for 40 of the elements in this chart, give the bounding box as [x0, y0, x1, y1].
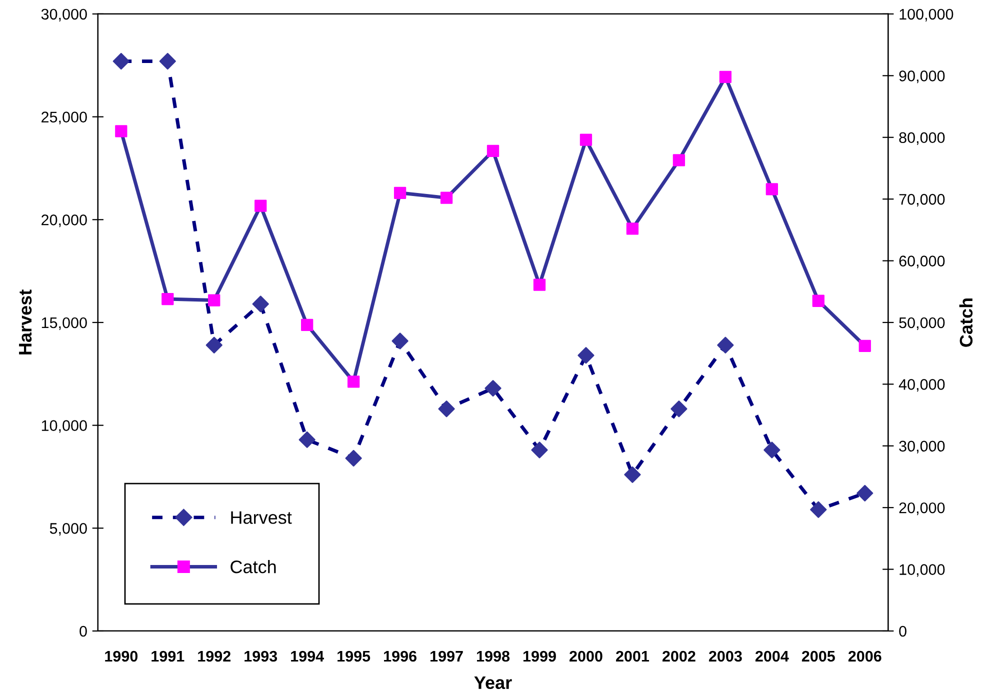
y2-tick-label: 10,000 [900, 564, 945, 577]
y2-tick-label: 100,000 [900, 8, 954, 22]
y-tick-label: 5,000 [50, 523, 87, 536]
x-tick-label: 1997 [430, 650, 463, 662]
y2-tick-label: 20,000 [899, 502, 945, 516]
x-tick-label: 1991 [152, 650, 184, 662]
legend-label: Harvest [231, 511, 292, 524]
legend-label: Catch [230, 560, 276, 574]
x-tick-label: 2002 [662, 650, 696, 662]
y2-tick-label: 80,000 [899, 132, 945, 145]
y-tick-label: 30,000 [41, 8, 87, 22]
y2-axis-title: Catch [959, 298, 973, 347]
y2-tick-label: 50,000 [899, 317, 945, 330]
x-tick-label: 1994 [291, 650, 324, 662]
y-axis-title: Harvest [19, 290, 32, 354]
x-tick-label: 2000 [570, 650, 602, 662]
x-tick-label: 2001 [616, 650, 650, 662]
y2-tick-label: 30,000 [899, 440, 945, 454]
y-tick-label: 20,000 [42, 214, 87, 228]
x-tick-label: 1992 [198, 650, 230, 662]
y-tick-label: 0 [80, 626, 87, 637]
y2-tick-label: 90,000 [899, 70, 945, 84]
x-tick-label: 1990 [105, 650, 138, 662]
x-tick-label: 1998 [476, 650, 510, 662]
x-tick-label: 2005 [802, 650, 835, 662]
x-axis-title: Year [474, 676, 512, 690]
x-tick-label: 1996 [384, 650, 416, 662]
x-tick-label: 1995 [338, 650, 370, 662]
x-tick-label: 2006 [848, 650, 882, 662]
x-tick-label: 2003 [708, 650, 742, 662]
y-tick-label: 15,000 [42, 317, 87, 330]
y2-tick-label: 70,000 [899, 194, 945, 207]
y2-tick-label: 60,000 [899, 256, 945, 268]
y-tick-label: 10,000 [42, 420, 87, 433]
y2-tick-label: 0 [899, 626, 906, 637]
x-tick-label: 1999 [523, 650, 556, 662]
x-tick-label: 1993 [244, 650, 278, 662]
y2-tick-label: 40,000 [898, 379, 945, 392]
y-tick-label: 25,000 [42, 112, 87, 124]
x-tick-label: 2004 [755, 650, 789, 662]
